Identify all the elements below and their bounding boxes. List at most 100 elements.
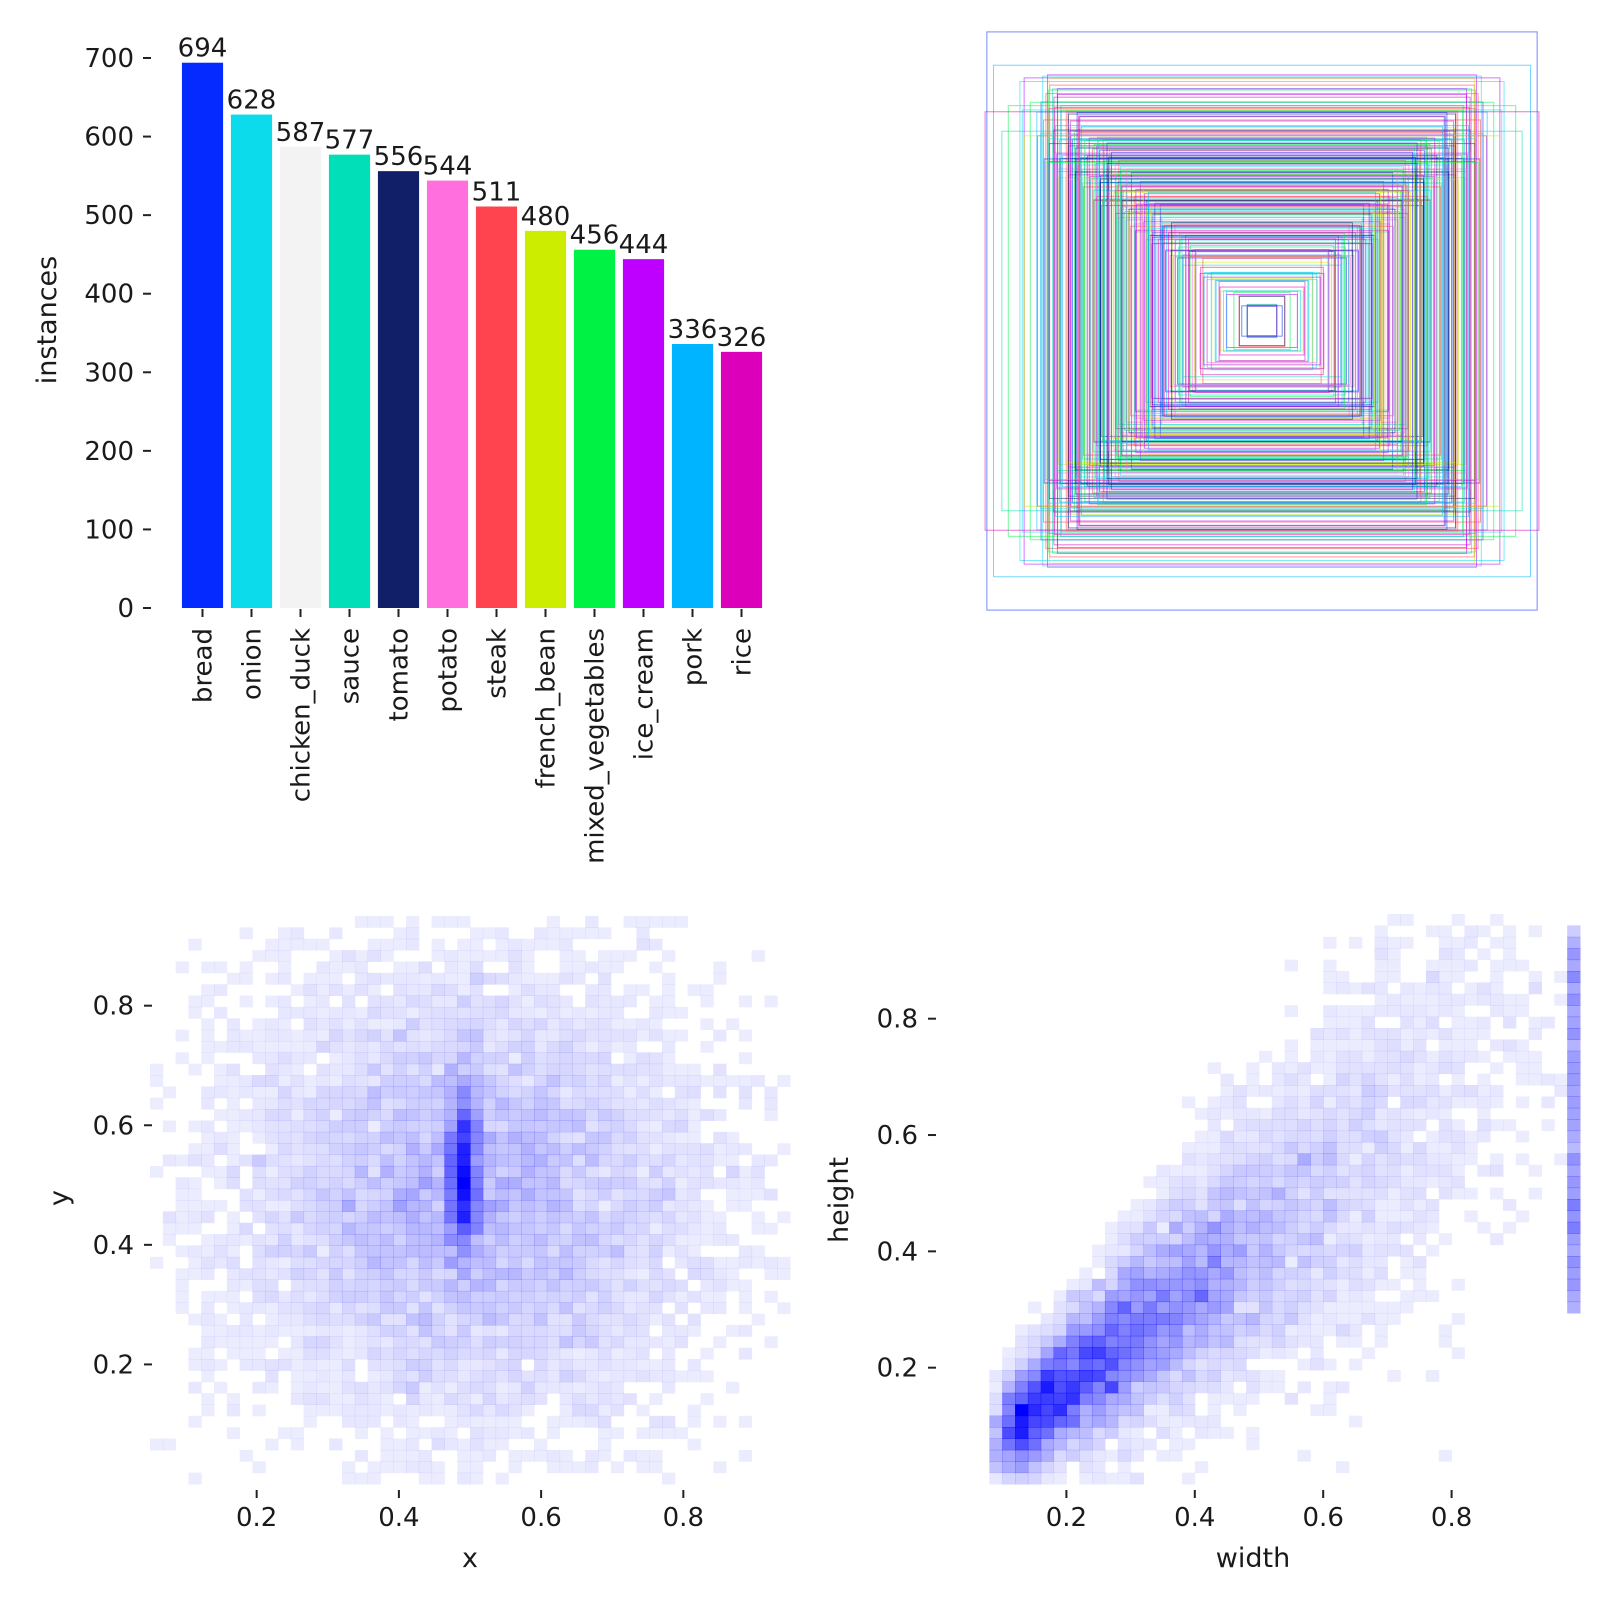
heatmap-cell — [1490, 971, 1504, 983]
heatmap-cell — [1515, 1050, 1530, 1063]
heatmap-cell — [713, 1143, 727, 1156]
heatmap-cell — [290, 1052, 305, 1065]
heatmap-cell — [623, 1109, 637, 1121]
heatmap-cell — [470, 1131, 484, 1144]
heatmap-cell — [1169, 1267, 1183, 1280]
heatmap-cell — [1310, 1062, 1324, 1075]
bounding-box — [1048, 138, 1476, 504]
heatmap-cell — [508, 1256, 522, 1269]
heatmap-cell — [1451, 1313, 1465, 1325]
heatmap-cell — [1246, 1073, 1260, 1086]
heatmap-cell — [265, 938, 279, 951]
heatmap-cell — [418, 1347, 433, 1360]
heatmap-cell — [738, 1290, 753, 1303]
bounding-box — [1156, 235, 1368, 407]
heatmap-cell — [534, 1165, 548, 1178]
heatmap-cell — [1387, 1062, 1401, 1075]
bar-xtick-label: sauce — [336, 628, 366, 704]
heatmap-cell — [598, 1154, 612, 1167]
heatmap-cell — [700, 1234, 714, 1246]
heatmap-cell — [431, 1075, 445, 1087]
heatmap-cell — [444, 1097, 458, 1110]
heatmap-cell — [354, 1415, 369, 1428]
heatmap-cell — [265, 1234, 279, 1246]
heatmap-cell — [444, 984, 458, 997]
heatmap-cell — [316, 1086, 330, 1099]
heatmap-cell — [559, 1063, 573, 1076]
heatmap-cell — [278, 1427, 292, 1440]
heatmap-cell — [482, 1359, 497, 1371]
bar-value-label: 587 — [276, 118, 326, 148]
bounding-box — [1059, 157, 1465, 485]
heatmap-cell — [406, 1188, 420, 1201]
heatmap-cell — [726, 1256, 740, 1269]
heatmap-cell — [726, 1234, 740, 1246]
heatmap-cell — [252, 1245, 266, 1258]
bar-ice_cream — [622, 259, 665, 608]
heatmap-cell — [278, 1211, 292, 1224]
bounding-box — [1246, 304, 1278, 338]
heatmap-cell — [1413, 1039, 1427, 1052]
heatmap-cell — [585, 1086, 599, 1099]
heatmap-cell — [1181, 1301, 1196, 1314]
bar-xtick-label: onion — [238, 628, 268, 700]
heatmap-cell — [1374, 993, 1388, 1006]
heatmap-cell — [1336, 1050, 1350, 1063]
heatmap-cell — [175, 1177, 189, 1190]
wh-heatmap-cells — [989, 914, 1581, 1485]
heatmap-cell — [303, 1165, 317, 1178]
heatmap-cell — [1207, 1324, 1221, 1337]
heatmap-cell — [662, 1211, 676, 1224]
heatmap-cell — [1451, 1176, 1465, 1189]
heatmap-cell — [700, 1040, 714, 1053]
heatmap-cell — [623, 1143, 637, 1156]
heatmap-cell — [470, 1313, 484, 1326]
heatmap-cell — [1156, 1176, 1170, 1189]
heatmap-cell — [393, 1063, 407, 1076]
heatmap-cell — [470, 1279, 484, 1292]
bar-value-label: 456 — [570, 221, 620, 251]
heatmap-cell — [1490, 1085, 1504, 1097]
heatmap-cell — [1361, 1221, 1376, 1234]
bar-value-label: 444 — [619, 230, 669, 260]
heatmap-cell — [1554, 993, 1568, 1006]
heatmap-cell — [738, 1086, 753, 1099]
heatmap-cell — [1310, 1324, 1324, 1337]
heatmap-cell — [1515, 1210, 1530, 1223]
heatmap-cell — [226, 1393, 241, 1405]
heatmap-cell — [585, 1018, 599, 1031]
heatmap-cell — [418, 961, 433, 974]
heatmap-cell — [380, 1359, 394, 1371]
heatmap-cell — [1387, 1221, 1401, 1234]
heatmap-cell — [1323, 1107, 1337, 1120]
heatmap-cell — [1502, 1119, 1517, 1132]
heatmap-cell — [636, 1427, 650, 1440]
heatmap-cell — [1194, 1358, 1209, 1371]
heatmap-cell — [1400, 1096, 1414, 1109]
heatmap-cell — [162, 1222, 177, 1235]
heatmap-cell — [636, 1234, 650, 1246]
heatmap-cell — [418, 1427, 433, 1440]
heatmap-cell — [1207, 1176, 1221, 1189]
heatmap-cell — [572, 1415, 586, 1428]
heatmap-cell — [1027, 1335, 1042, 1348]
heatmap-cell — [1464, 1085, 1478, 1097]
heatmap-cell — [546, 1222, 561, 1235]
bounding-box — [1047, 74, 1477, 568]
heatmap-cell — [777, 1143, 791, 1156]
heatmap-cell — [162, 1211, 177, 1224]
heatmap-cell — [521, 995, 535, 1008]
heatmap-cell — [521, 1336, 535, 1349]
heatmap-cell — [1490, 959, 1504, 972]
heatmap-cell — [636, 1052, 650, 1065]
heatmap-cell — [482, 1336, 497, 1349]
heatmap-cell — [278, 927, 292, 940]
heatmap-cell — [367, 1029, 381, 1042]
heatmap-cell — [623, 1324, 637, 1337]
heatmap-cell — [1361, 1142, 1376, 1154]
heatmap-cell — [1425, 1005, 1440, 1018]
heatmap-cell — [636, 1165, 650, 1178]
heatmap-cell — [1387, 1119, 1401, 1132]
heatmap-cell — [521, 1313, 535, 1326]
bounding-box — [1199, 272, 1325, 370]
